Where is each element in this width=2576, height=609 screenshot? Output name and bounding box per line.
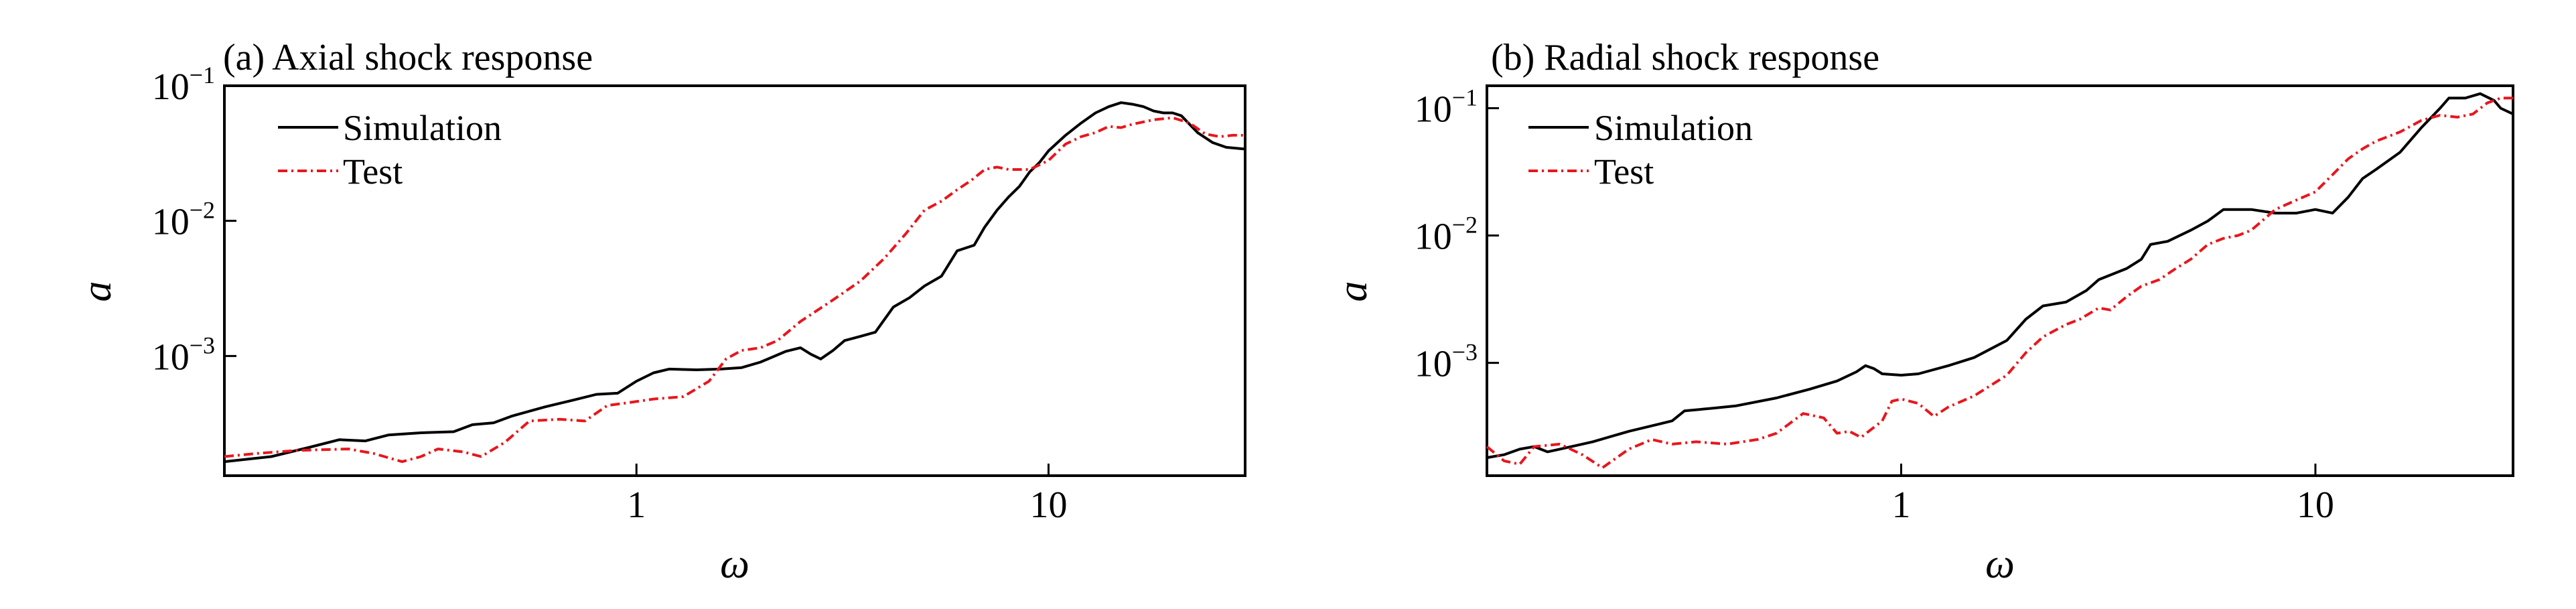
y-axis-label: a	[74, 281, 120, 302]
legend-label-test: Test	[343, 151, 403, 192]
x-tick-label: 10	[2297, 484, 2334, 526]
y-tick-label: 10−2	[152, 197, 215, 243]
chart-title: (b) Radial shock response	[1491, 37, 1879, 78]
x-tick-label: 1	[627, 484, 646, 526]
legend-label-simulation: Simulation	[343, 108, 502, 148]
series-line-test	[224, 116, 1245, 464]
panel-radial: (b) Radial shock response 1 10 10−310−210…	[1330, 37, 2514, 587]
y-tick-label: 10−1	[1415, 84, 1478, 130]
y-axis-label: a	[1330, 281, 1376, 302]
series-line-simulation	[224, 101, 1246, 464]
panel-axial: (a) Axial shock response 1 10 10−3 10−2 10−…	[74, 37, 1246, 587]
x-axis-label: ω	[1985, 541, 2015, 587]
series-line-test	[1486, 96, 2513, 470]
legend: Simulation Test	[1528, 108, 1753, 192]
legend: Simulation Test	[278, 108, 502, 192]
legend-label-simulation: Simulation	[1594, 108, 1753, 148]
x-tick-label: 1	[1891, 484, 1910, 526]
x-axis-label: ω	[720, 541, 749, 587]
y-tick-label: 10−1	[152, 62, 215, 108]
legend-label-test: Test	[1594, 151, 1654, 192]
series-line-simulation	[1486, 92, 2514, 460]
plot-curves	[1486, 92, 2514, 470]
plot-frame	[223, 84, 1246, 477]
y-axis-ticks: 10−3 10−2 10−1	[1415, 84, 1499, 385]
x-tick-label: 10	[1029, 484, 1067, 526]
y-tick-label: 10−3	[152, 332, 215, 378]
x-axis-ticks: 1 10	[627, 464, 1067, 526]
plot-curves	[224, 101, 1246, 464]
x-axis-ticks: 1 10	[1891, 464, 2334, 526]
plot-frame	[1486, 84, 2514, 477]
y-tick-label: 10−2	[1415, 212, 1478, 258]
y-tick-label: 10−3	[1415, 339, 1478, 385]
chart-title: (a) Axial shock response	[223, 37, 593, 78]
